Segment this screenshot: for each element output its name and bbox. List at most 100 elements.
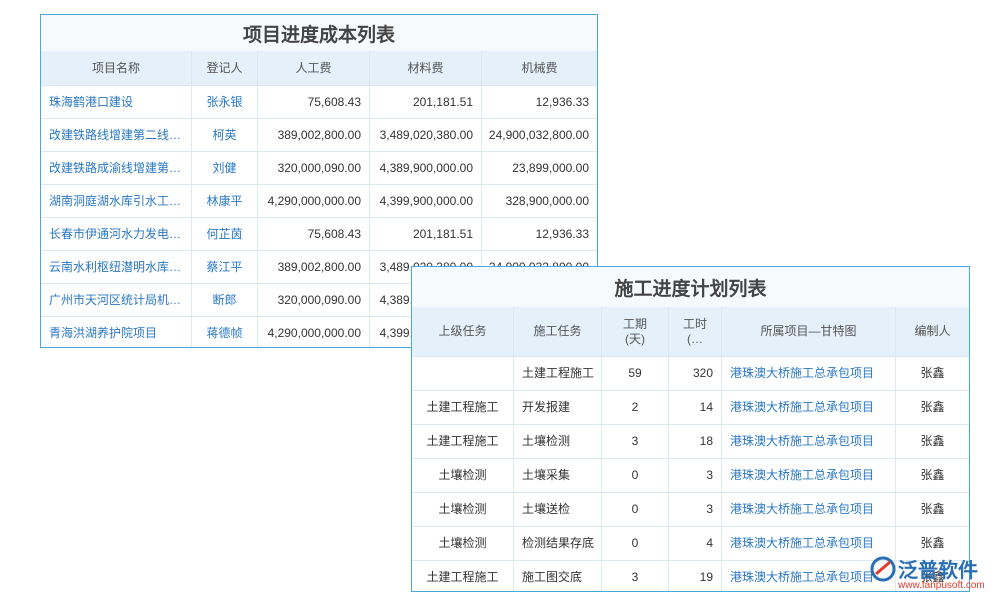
table-cell: 张鑫	[896, 527, 969, 561]
table-cell: 港珠澳大桥施工总承包项目	[722, 527, 896, 561]
table-cell: 389,002,800.00	[258, 251, 370, 284]
table-cell: 何芷茵	[192, 218, 258, 251]
table-cell: 张鑫	[896, 493, 969, 527]
table-cell: 328,900,000.00	[482, 185, 597, 218]
header-line: (…	[687, 331, 703, 346]
table-cell: 4,290,000,000.00	[258, 317, 370, 347]
table-cell: 港珠澳大桥施工总承包项目	[722, 493, 896, 527]
table-cell: 湖南洞庭湖水库引水工…	[41, 185, 192, 218]
table-cell: 张鑫	[896, 357, 969, 391]
table-cell	[412, 357, 514, 391]
table-cell: 蔡江平	[192, 251, 258, 284]
table-cell: 土建工程施工	[412, 561, 514, 591]
table-cell: 施工图交底	[514, 561, 602, 591]
table-cell: 云南水利枢纽潜明水库…	[41, 251, 192, 284]
logo-icon	[870, 556, 896, 582]
table-cell: 75,608.43	[258, 86, 370, 119]
table-cell: 201,181.51	[370, 218, 482, 251]
header-line: 编制人	[914, 324, 951, 338]
table-cell: 土壤检测	[412, 527, 514, 561]
table-cell: 张鑫	[896, 459, 969, 493]
header-cell: 人工费	[258, 51, 370, 86]
header-line: (天)	[625, 331, 645, 346]
table-cell: 12,936.33	[482, 86, 597, 119]
table-cell: 0	[602, 493, 669, 527]
header-line: 上级任务	[438, 324, 487, 338]
logo: 泛普软件 www.fanpusoft.com	[870, 554, 998, 596]
plan-table: 施工进度计划列表 上级任务 施工任务 工期 (天) 工时 (… 所属项目—甘特图 编制人 土建工程…	[411, 266, 970, 592]
header-cell: 机械费	[482, 51, 597, 86]
table-cell: 3	[669, 459, 722, 493]
table-cell: 土壤检测	[412, 459, 514, 493]
header-cell: 登记人	[192, 51, 258, 86]
header-line: 工期	[622, 316, 647, 331]
table-cell: 3	[602, 425, 669, 459]
table-cell: 青海洪湖养护院项目	[41, 317, 192, 347]
table-cell: 张鑫	[896, 425, 969, 459]
table-cell: 0	[602, 527, 669, 561]
table-cell: 14	[669, 391, 722, 425]
table-cell: 23,899,000.00	[482, 152, 597, 185]
table-cell: 长春市伊通河水力发电…	[41, 218, 192, 251]
header-line: 施工任务	[533, 324, 582, 338]
table-cell: 张鑫	[896, 561, 969, 591]
logo-name: 泛普软件	[898, 560, 978, 582]
table-cell: 201,181.51	[370, 86, 482, 119]
table-cell: 土建工程施工	[412, 425, 514, 459]
header-cell: 编制人	[896, 307, 969, 357]
table-cell: 土壤检测	[514, 425, 602, 459]
table-cell: 港珠澳大桥施工总承包项目	[722, 459, 896, 493]
header-cell: 工期 (天)	[602, 307, 669, 357]
table-cell: 389,002,800.00	[258, 119, 370, 152]
table-cell: 改建铁路成渝线增建第…	[41, 152, 192, 185]
table-cell: 土壤送检	[514, 493, 602, 527]
header-cell: 工时 (…	[669, 307, 722, 357]
table-cell: 林康平	[192, 185, 258, 218]
table-title: 施工进度计划列表	[412, 267, 969, 308]
table-cell: 320,000,090.00	[258, 284, 370, 317]
table-cell: 320,000,090.00	[258, 152, 370, 185]
header-line: 工时	[682, 316, 707, 331]
header-line: 所属项目—甘特图	[760, 324, 857, 338]
table-cell: 港珠澳大桥施工总承包项目	[722, 391, 896, 425]
table-cell: 柯英	[192, 119, 258, 152]
header-cell: 材料费	[370, 51, 482, 86]
table-cell: 0	[602, 459, 669, 493]
table-cell: 广州市天河区统计局机…	[41, 284, 192, 317]
table-cell: 3,489,020,380.00	[370, 119, 482, 152]
table-cell: 张永银	[192, 86, 258, 119]
table-cell: 4,389,900,000.00	[370, 152, 482, 185]
table-cell: 4,290,000,000.00	[258, 185, 370, 218]
table-cell: 张鑫	[896, 391, 969, 425]
table-cell: 珠海鹤港口建设	[41, 86, 192, 119]
table-cell: 19	[669, 561, 722, 591]
table-cell: 59	[602, 357, 669, 391]
header-cell: 所属项目—甘特图	[722, 307, 896, 357]
table-cell: 2	[602, 391, 669, 425]
table-cell: 土建工程施工	[412, 391, 514, 425]
table-title: 项目进度成本列表	[41, 15, 597, 52]
table-cell: 土壤采集	[514, 459, 602, 493]
table-cell: 断郎	[192, 284, 258, 317]
header-cell: 施工任务	[514, 307, 602, 357]
table-cell: 港珠澳大桥施工总承包项目	[722, 425, 896, 459]
table-cell: 港珠澳大桥施工总承包项目	[722, 357, 896, 391]
table-cell: 3	[669, 493, 722, 527]
table-cell: 320	[669, 357, 722, 391]
logo-url: www.fanpusoft.com	[898, 580, 985, 591]
table-cell: 刘健	[192, 152, 258, 185]
table-cell: 3	[602, 561, 669, 591]
table-cell: 土建工程施工	[514, 357, 602, 391]
table-cell: 75,608.43	[258, 218, 370, 251]
table-cell: 蒋德帧	[192, 317, 258, 347]
header-cell: 项目名称	[41, 51, 192, 86]
table-cell: 检测结果存底	[514, 527, 602, 561]
table-cell: 开发报建	[514, 391, 602, 425]
table-cell: 土壤检测	[412, 493, 514, 527]
table-cell: 改建铁路线增建第二线…	[41, 119, 192, 152]
header-cell: 上级任务	[412, 307, 514, 357]
table-cell: 18	[669, 425, 722, 459]
table-cell: 4,399,900,000.00	[370, 185, 482, 218]
table-cell: 4	[669, 527, 722, 561]
